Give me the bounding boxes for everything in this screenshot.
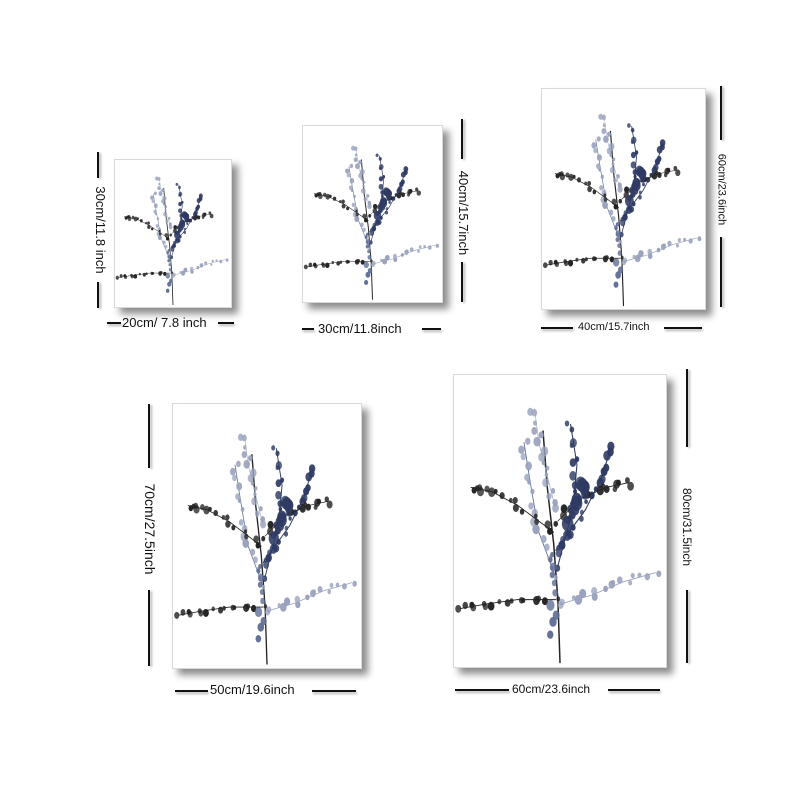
poster-50x70 (172, 403, 362, 669)
height-rule-top (148, 404, 150, 468)
width-rule-right (312, 690, 356, 692)
poster-small-20x30 (114, 159, 232, 308)
height-label: 30cm/11.8 inch (93, 186, 108, 274)
width-rule-right (422, 328, 441, 330)
eucalyptus-artwork (542, 113, 702, 307)
eucalyptus-artwork (303, 145, 439, 300)
poster-60x80 (453, 374, 667, 668)
width-rule-left (107, 322, 121, 324)
width-label: 30cm/11.8inch (318, 321, 402, 336)
width-label: 60cm/23.6inch (512, 682, 591, 696)
height-label: 40cm/15.7inch (456, 170, 471, 256)
width-label: 40cm/15.7inch (578, 321, 650, 333)
width-rule-left (455, 689, 509, 691)
width-rule-right (608, 689, 660, 691)
eucalyptus-artwork (115, 176, 229, 306)
width-label: 20cm/ 7.8 inch (122, 315, 207, 330)
width-rule-right (664, 327, 702, 329)
width-rule-right (218, 322, 234, 324)
height-label: 70cm/27.5inch (142, 483, 158, 575)
height-rule-top (461, 119, 463, 159)
height-label: 60cm/23.6inch (715, 153, 728, 226)
height-rule-bottom (686, 590, 688, 663)
height-rule-top (97, 152, 99, 178)
height-rule-top (720, 86, 722, 140)
height-label: 80cm/31.5inch (680, 487, 694, 567)
height-rule-top (686, 369, 688, 447)
height-rule-bottom (461, 262, 463, 302)
eucalyptus-artwork (455, 407, 662, 664)
poster-40x60 (541, 88, 706, 310)
height-rule-bottom (97, 282, 99, 308)
eucalyptus-artwork (174, 433, 357, 665)
height-rule-bottom (148, 590, 150, 666)
width-rule-left (541, 327, 573, 329)
height-rule-bottom (720, 237, 722, 307)
width-rule-left (175, 690, 208, 692)
width-rule-left (302, 328, 314, 330)
poster-30x40 (302, 125, 443, 303)
width-label: 50cm/19.6inch (210, 682, 295, 697)
